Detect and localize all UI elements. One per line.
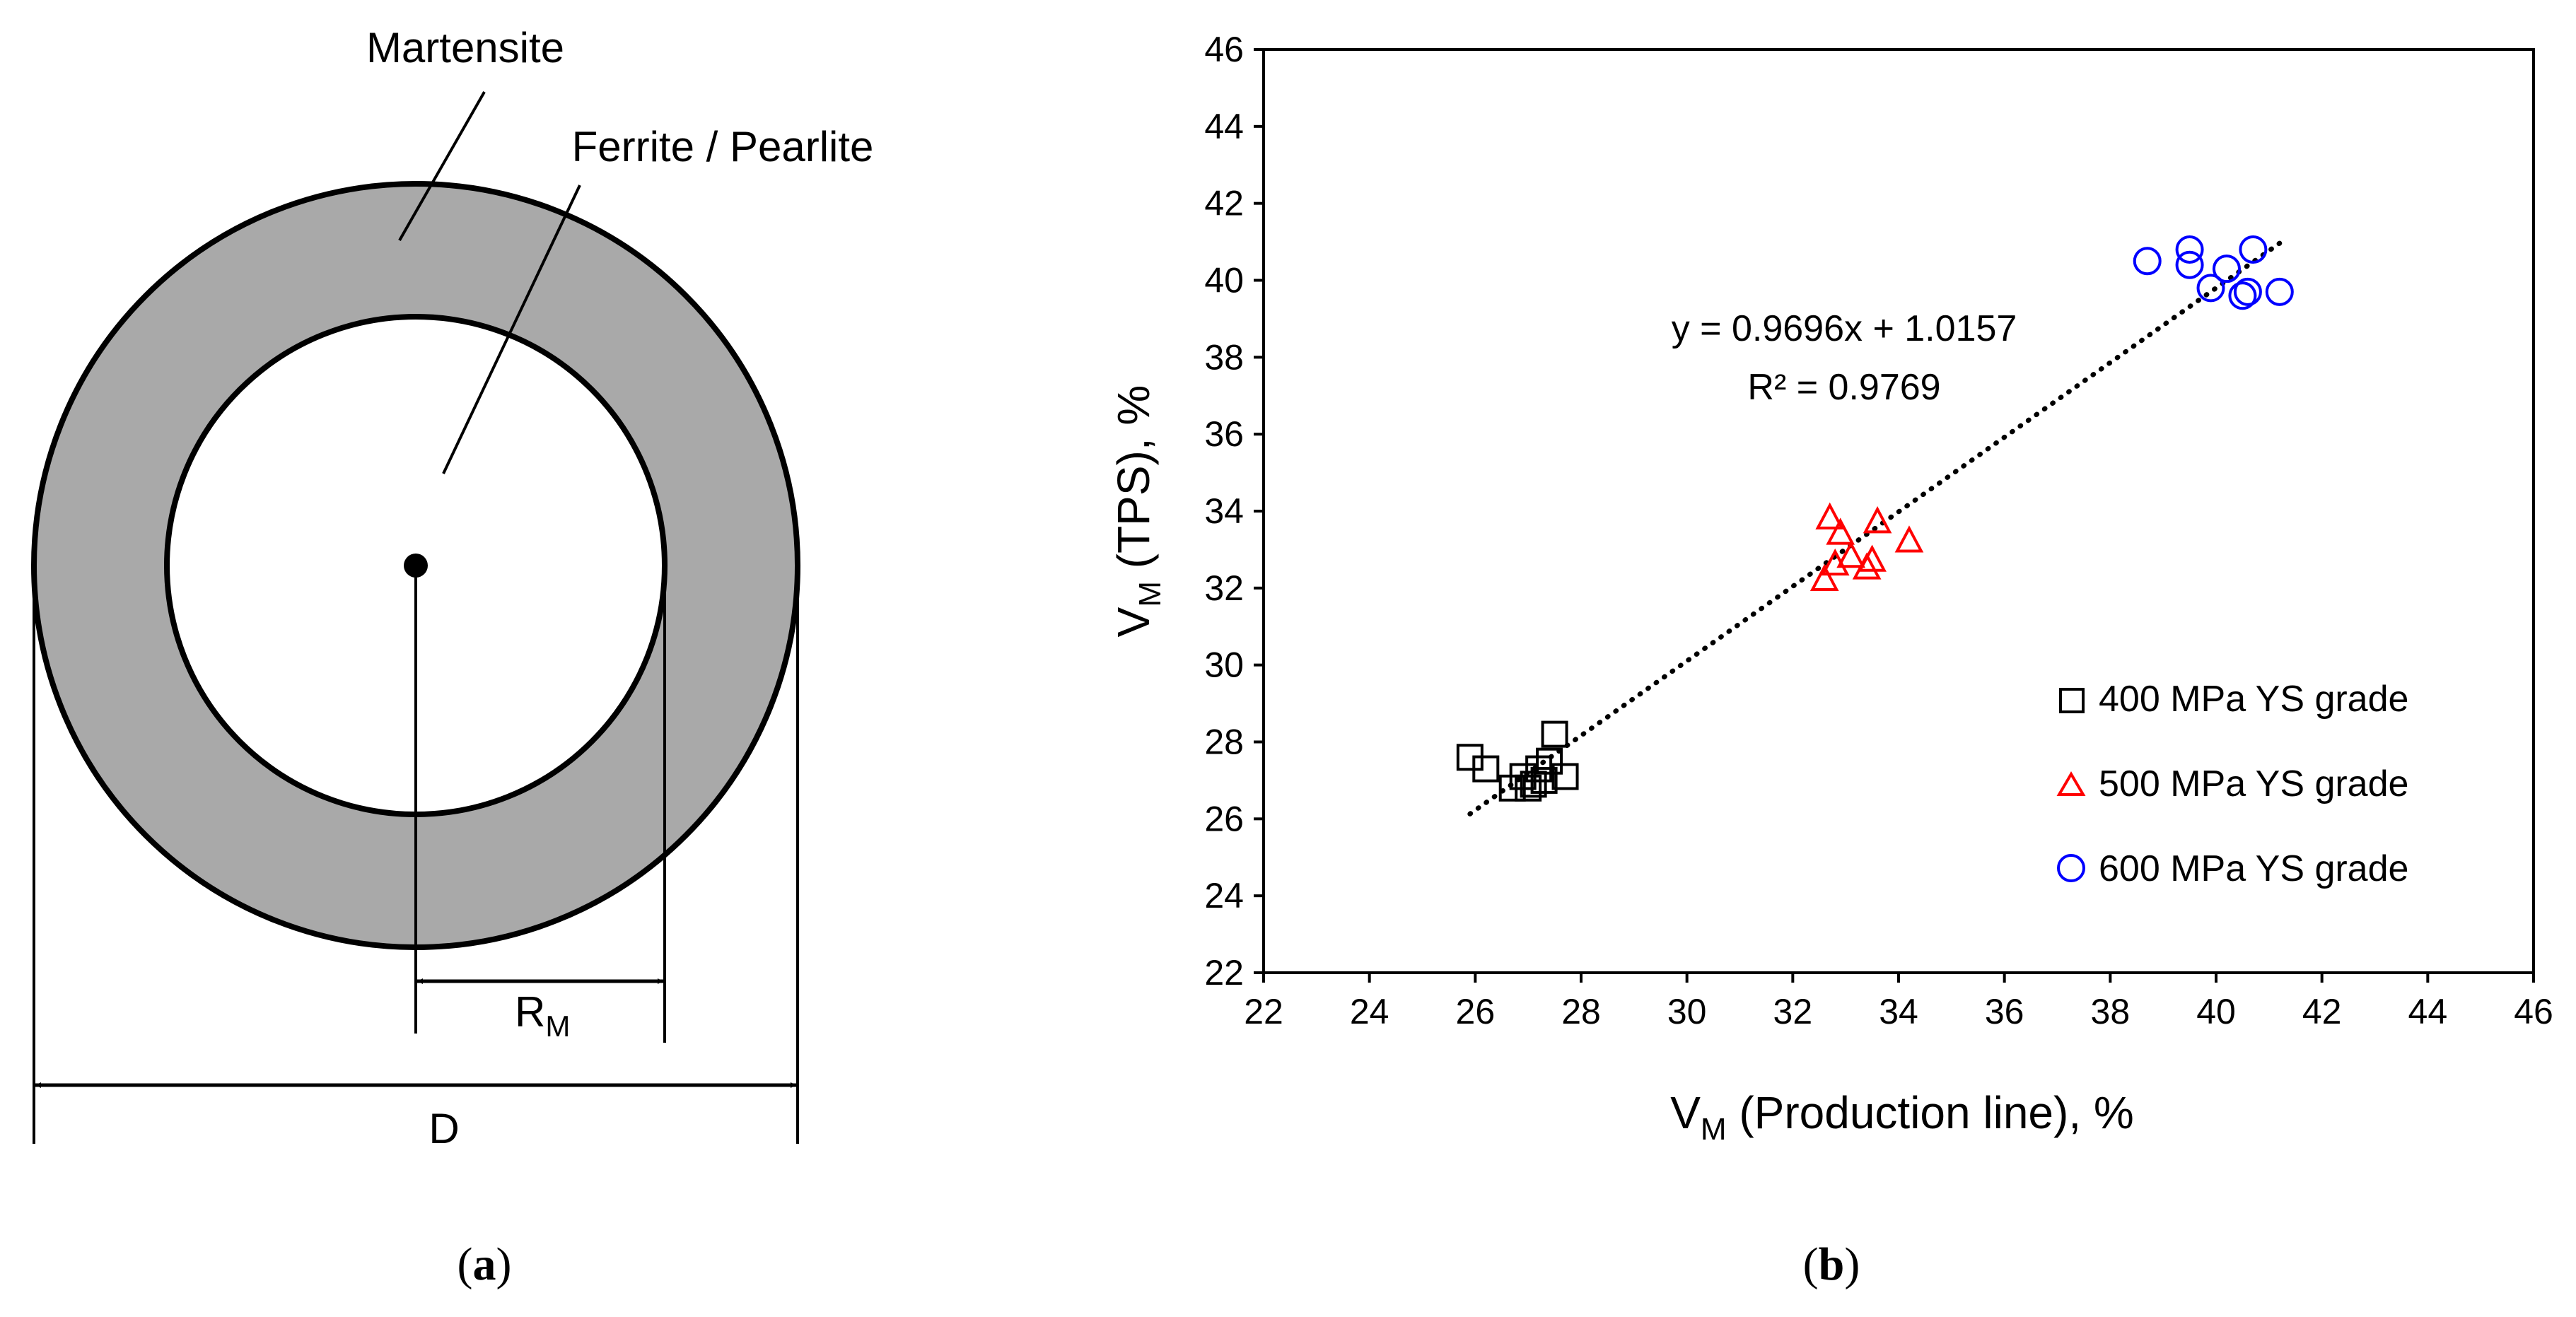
martensite-label: Martensite [366,24,564,71]
data-point-600 [2212,254,2241,283]
y-tick-label: 22 [1204,953,1244,993]
legend-marker-500 [2056,771,2086,796]
x-tick-label: 38 [2091,992,2131,1031]
data-point-600 [2239,235,2268,264]
x-tick-label: 46 [2514,992,2553,1031]
r-squared-label: R² = 0.9769 [1747,367,1940,408]
y-tick-label: 44 [1204,107,1244,146]
diameter-label: D [429,1105,459,1152]
ferrite-leader-line [442,185,581,474]
data-point-400 [1515,774,1542,802]
x-tick-label: 44 [2408,992,2448,1031]
y-axis-label-sub: M [1133,581,1167,607]
data-point-600 [2265,277,2294,306]
y-tick-label: 40 [1204,261,1244,300]
legend-marker-400 [2059,688,2085,713]
panel-b-caption: (b) [1803,1239,1860,1290]
panel-b-caption-open: ( [1803,1239,1819,1290]
y-axis-label-main: V [1108,607,1159,637]
y-tick-label: 32 [1204,568,1244,608]
data-point-500 [1809,563,1839,591]
x-tick-label: 26 [1456,992,1496,1031]
data-point-400 [1536,747,1563,775]
data-point-600 [2196,274,2225,303]
data-point-600 [2133,247,2162,276]
data-point-500 [1815,502,1845,529]
data-point-400 [1520,771,1547,798]
x-tick-label: 32 [1773,992,1813,1031]
legend-label-400: 400 MPa YS grade [2099,679,2408,720]
data-point-600 [2233,277,2262,306]
panel-b-caption-letter: b [1819,1239,1845,1290]
y-tick-label: 26 [1204,799,1244,838]
x-axis-label-rest: (Production line), % [1727,1087,2134,1138]
x-tick-label: 36 [1985,992,2024,1031]
y-tick-label: 34 [1204,491,1244,531]
legend: 400 MPa YS grade 500 MPa YS grade 600 MP… [2056,679,2408,889]
trendline [1467,240,2283,816]
panel-a-caption: (a) [457,1239,512,1290]
x-axis-label-sub: M [1701,1112,1727,1147]
data-point-500 [1894,525,1924,553]
y-axis-label-rest: (TPS), % [1108,385,1159,581]
y-tick-label: 46 [1204,30,1244,69]
data-point-500 [1863,506,1892,534]
data-point-500 [1826,517,1855,545]
data-point-400 [1472,755,1500,783]
data-point-500 [1858,544,1887,572]
panel-b-caption-close: ) [1844,1239,1860,1290]
y-tick-label: 28 [1204,722,1244,762]
legend-marker-600 [2057,854,2085,882]
x-tick-label: 24 [1350,992,1389,1031]
data-point-400 [1541,720,1568,748]
x-tick-label: 22 [1244,992,1283,1031]
y-tick-label: 24 [1204,876,1244,915]
trendline-group [1467,240,2283,816]
data-point-400 [1551,763,1579,790]
radius-label-sub: M [545,1009,570,1043]
panel-a-caption-open: ( [457,1239,473,1290]
x-tick-label: 42 [2302,992,2342,1031]
y-tick-label: 38 [1204,337,1244,377]
radius-label: RM [515,988,570,1043]
panel-b-chart: 22 24 26 28 30 32 34 36 38 40 42 44 46 22 24 26 28 30 32 3… [1108,30,2553,1290]
x-tick-label: 30 [1667,992,1707,1031]
x-tick-label: 40 [2196,992,2236,1031]
x-tick-label: 34 [1879,992,1918,1031]
data-point-600 [2228,281,2257,310]
y-tick-label: 42 [1204,184,1244,223]
panel-a-diagram: Martensite Ferrite / Pearlite RM D (a) [31,24,874,1290]
panel-a-caption-close: ) [496,1239,512,1290]
y-axis-ticks: 22 24 26 28 30 32 34 36 38 40 42 44 46 [1204,30,1264,993]
panel-a-caption-letter: a [473,1239,496,1290]
x-axis-ticks: 22 24 26 28 30 32 34 36 38 40 42 44 46 [1244,973,2553,1031]
y-axis-label: VM (TPS), % [1108,385,1167,638]
data-point-600 [2175,235,2204,264]
legend-label-600: 600 MPa YS grade [2099,848,2408,889]
data-point-600 [2175,250,2204,279]
legend-label-500: 500 MPa YS grade [2099,763,2408,804]
data-point-400 [1530,766,1558,794]
x-tick-label: 28 [1561,992,1601,1031]
radius-label-main: R [515,988,545,1036]
regression-equation: y = 0.9696x + 1.0157 [1672,308,2017,349]
y-tick-label: 30 [1204,645,1244,685]
data-points [1456,235,2294,802]
data-point-500 [1836,541,1865,568]
x-axis-label: VM (Production line), % [1670,1087,2134,1147]
x-axis-label-main: V [1670,1087,1701,1138]
martensite-leader-line [398,91,486,241]
ferrite-pearlite-label: Ferrite / Pearlite [572,123,874,170]
y-tick-label: 36 [1204,414,1244,454]
